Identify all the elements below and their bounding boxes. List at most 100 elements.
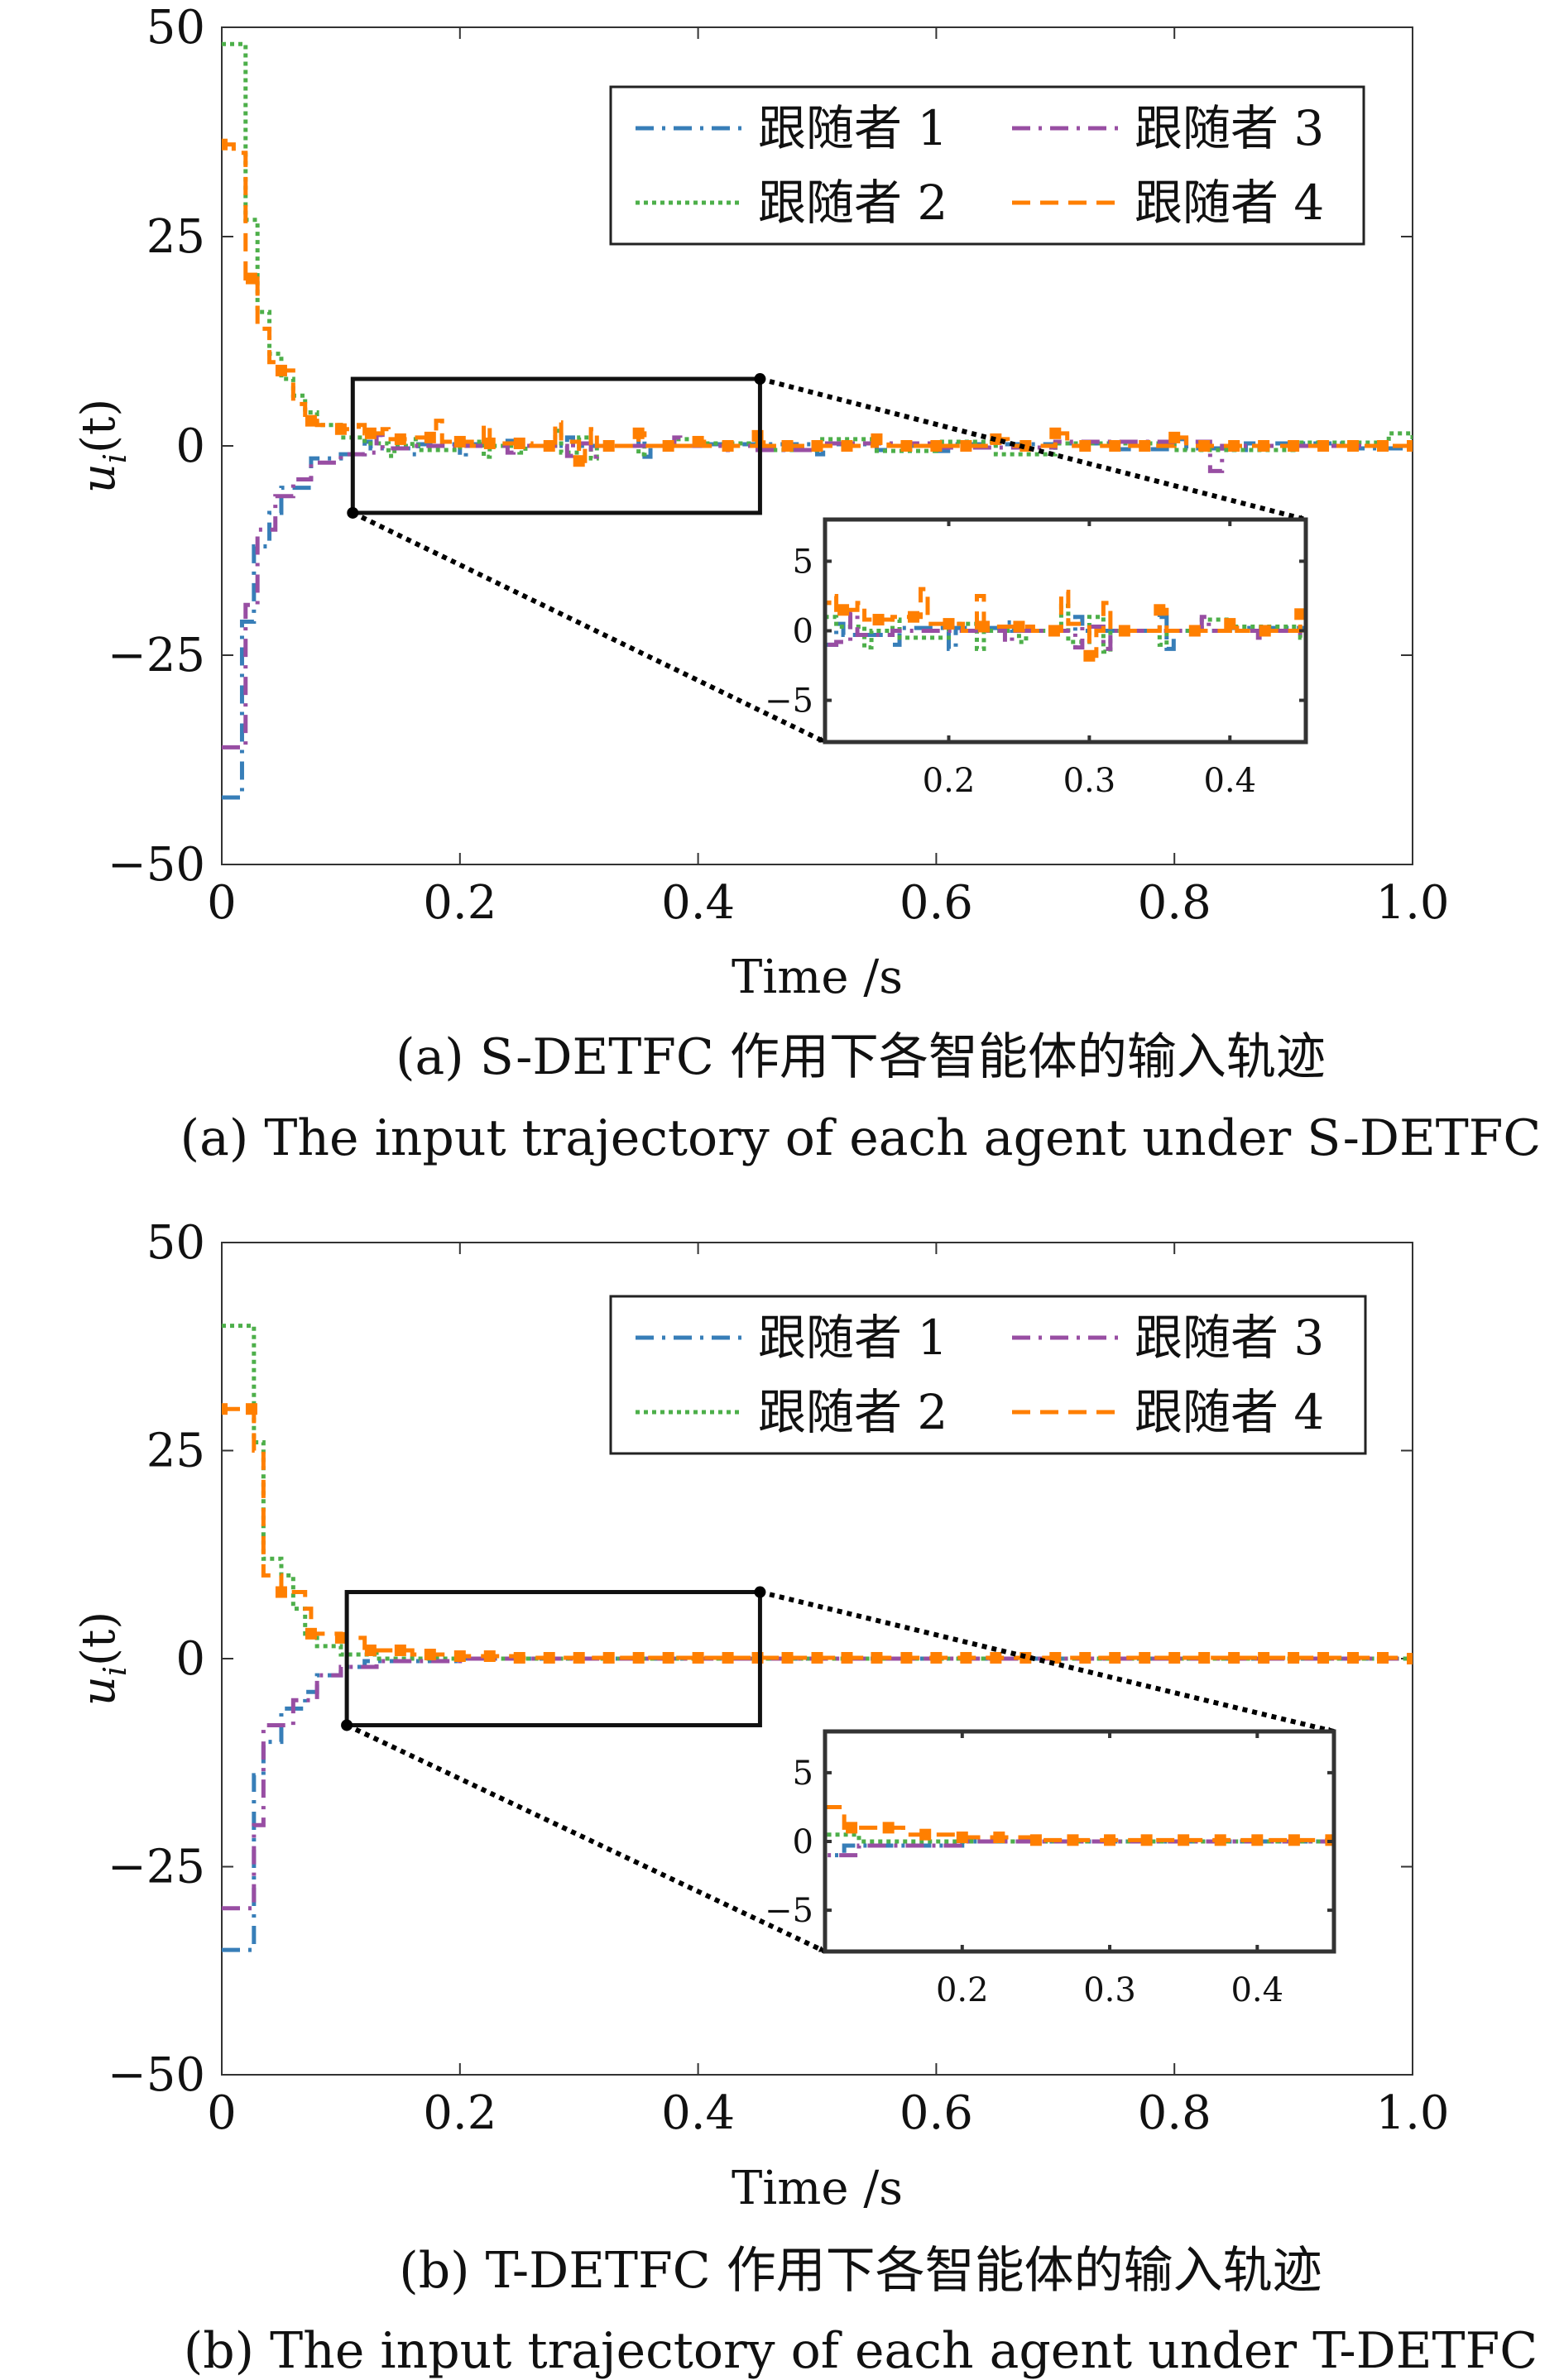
inset-y-tick-label: −5	[765, 682, 813, 721]
y-tick-label: 25	[146, 1425, 205, 1478]
inset-plot: 0.2 0.3 0.4 5 0 −5	[765, 1729, 1336, 2009]
series-marker-follower-4	[1317, 1651, 1330, 1664]
series-marker-follower-4	[1377, 1651, 1389, 1664]
series-marker-follower-4	[837, 604, 850, 616]
series-marker-follower-4	[602, 1651, 615, 1664]
y-tick-label: 0	[175, 419, 205, 473]
series-marker-follower-4	[1168, 1651, 1181, 1664]
series-marker-follower-4	[513, 437, 525, 449]
legend-label-follower-2: 跟随者 2	[758, 175, 948, 231]
x-tick-label: 0.8	[1138, 2086, 1211, 2140]
series-line-follower-3	[222, 1656, 1413, 1911]
zoom-connector-arrow	[345, 1722, 827, 1954]
series-marker-follower-4	[960, 440, 972, 452]
series-marker-follower-4	[483, 1650, 496, 1662]
series-marker-follower-4	[1139, 1651, 1151, 1664]
series-marker-follower-4	[573, 1651, 585, 1664]
inset-y-tick-label: 5	[793, 1755, 813, 1793]
caption-english: (a) The input trajectory of each agent u…	[180, 1109, 1542, 1167]
x-tick-label: 1.0	[1375, 876, 1449, 930]
series-marker-follower-4	[1048, 625, 1060, 637]
legend-label-follower-3: 跟随者 3	[1135, 100, 1324, 156]
series-marker-follower-4	[275, 1586, 287, 1598]
series-line-follower-2	[222, 1324, 1413, 1661]
series-marker-follower-4	[275, 364, 287, 376]
series-marker-follower-4	[1079, 440, 1091, 452]
series-marker-follower-4	[1347, 440, 1360, 452]
series-marker-follower-4	[1198, 440, 1211, 452]
series-marker-follower-4	[483, 437, 496, 449]
series-marker-follower-4	[602, 440, 615, 452]
series-marker-follower-4	[1168, 431, 1181, 443]
series-marker-follower-4	[424, 431, 436, 443]
series-marker-follower-4	[245, 272, 257, 285]
series-marker-follower-4	[960, 1651, 972, 1664]
series-marker-follower-4	[1347, 1651, 1360, 1664]
series-marker-follower-4	[1140, 1834, 1153, 1846]
series-marker-follower-4	[781, 440, 794, 452]
caption-english: (b) The input trajectory of each agent u…	[184, 2322, 1538, 2380]
x-tick-label: 0.8	[1138, 876, 1211, 930]
inset-x-tick-label: 0.4	[1231, 1971, 1283, 2009]
legend-label-follower-2: 跟随者 2	[758, 1384, 948, 1440]
series-marker-follower-4	[871, 433, 883, 445]
connector-dot	[347, 506, 359, 519]
x-tick-label: 0.4	[661, 876, 735, 930]
inset-y-tick-label: 0	[793, 1823, 813, 1861]
plot-area	[222, 41, 1413, 800]
series-marker-follower-4	[305, 414, 317, 427]
series-marker-follower-4	[811, 1651, 823, 1664]
series-marker-follower-4	[1013, 620, 1025, 633]
series-marker-follower-4	[1228, 440, 1240, 452]
series-marker-follower-4	[1258, 1651, 1270, 1664]
zoom-connector-arrow	[759, 376, 1307, 522]
series-marker-follower-4	[930, 1651, 943, 1664]
x-tick-label: 0.6	[900, 2086, 973, 2140]
series-marker-follower-4	[722, 1651, 734, 1664]
connector-dot	[754, 373, 766, 385]
series-marker-follower-4	[632, 1651, 645, 1664]
series-marker-follower-4	[1079, 1651, 1091, 1664]
series-marker-follower-4	[1407, 440, 1413, 452]
series-marker-follower-4	[872, 614, 885, 626]
series-marker-follower-4	[908, 611, 920, 623]
series-line-follower-4	[825, 1804, 1334, 1842]
series-marker-follower-4	[573, 455, 585, 467]
series-marker-follower-4	[722, 440, 734, 452]
series-marker-follower-4	[692, 1651, 704, 1664]
inset-x-tick-label: 0.3	[1083, 1971, 1136, 2009]
series-marker-follower-4	[692, 435, 704, 448]
x-tick-label: 0.2	[423, 2086, 497, 2140]
series-marker-follower-4	[900, 1651, 913, 1664]
legend: 跟随者 1 跟随者 2 跟随者 3 跟随者 4	[609, 85, 1365, 246]
connector-dot	[754, 1586, 766, 1598]
series-marker-follower-4	[334, 1631, 347, 1644]
series-line-follower-3	[222, 433, 1413, 749]
series-marker-follower-4	[977, 620, 990, 633]
x-tick-label: 0	[207, 2086, 237, 2140]
connector-dot	[341, 1719, 353, 1731]
y-axis-label: ui(t)	[72, 1611, 133, 1706]
series-marker-follower-4	[424, 1648, 436, 1660]
series-marker-follower-4	[1317, 440, 1330, 452]
series-marker-follower-4	[1118, 625, 1130, 637]
series-line-follower-1	[222, 1656, 1413, 1952]
zoom-region-box	[344, 1590, 762, 1727]
series-marker-follower-4	[222, 138, 228, 151]
series-marker-follower-4	[1188, 625, 1201, 637]
inset-y-tick-label: −5	[765, 1892, 813, 1930]
series-line-follower-3	[825, 611, 1306, 651]
series-marker-follower-4	[930, 440, 943, 452]
series-marker-follower-4	[900, 440, 913, 452]
series-marker-follower-4	[1083, 649, 1096, 662]
inset-x-tick-label: 0.4	[1203, 762, 1256, 800]
series-marker-follower-4	[543, 440, 555, 452]
legend: 跟随者 1 跟随者 2 跟随者 3 跟随者 4	[609, 1295, 1367, 1455]
x-axis-label: Time /s	[732, 951, 903, 1004]
series-marker-follower-4	[1109, 440, 1121, 452]
y-tick-label: 0	[175, 1632, 205, 1686]
series-marker-follower-4	[841, 1651, 853, 1664]
series-marker-follower-4	[1288, 1651, 1300, 1664]
series-marker-follower-4	[1067, 1834, 1079, 1846]
